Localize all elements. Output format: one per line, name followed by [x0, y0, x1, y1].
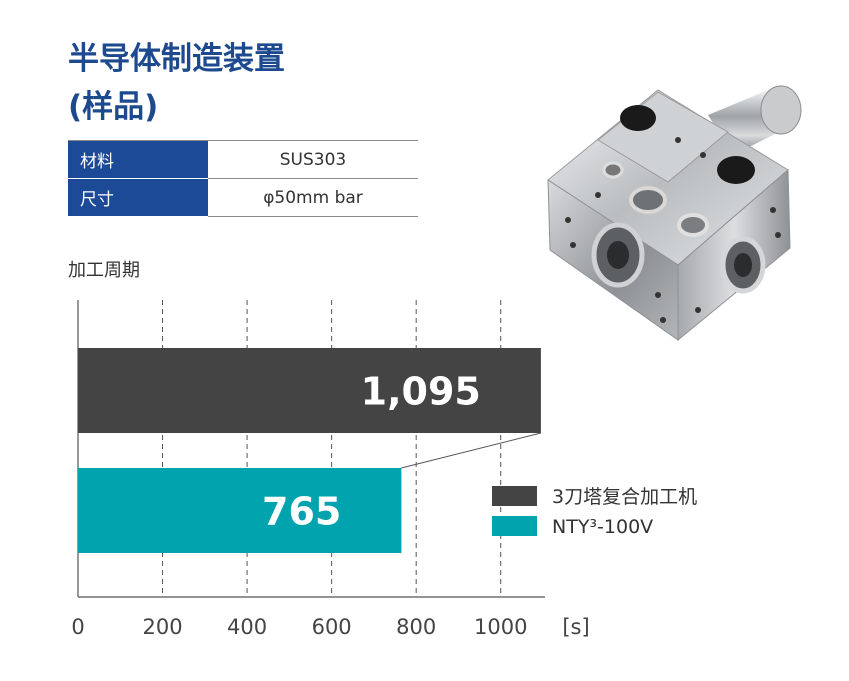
- spec-row-material: 材料 SUS303: [68, 140, 418, 179]
- legend-swatch: [492, 486, 537, 506]
- spec-size-value: φ50mm bar: [208, 178, 418, 217]
- legend-label: NTY³-100V: [552, 516, 653, 538]
- spec-material-label: 材料: [68, 140, 208, 179]
- spec-size-label: 尺寸: [68, 178, 208, 217]
- spec-material-value: SUS303: [208, 140, 418, 179]
- legend-label: 3刀塔复合加工机: [552, 486, 697, 508]
- x-tick-label: 600: [312, 615, 352, 639]
- bars: 1,095 765: [78, 348, 542, 553]
- page-title: 半导体制造装置: [68, 41, 285, 77]
- x-axis-unit: [s]: [562, 615, 589, 639]
- bar: [78, 468, 402, 553]
- bar-value-label: 765: [262, 490, 341, 534]
- legend: 3刀塔复合加工机 NTY³-100V: [492, 486, 697, 538]
- spec-row-size: 尺寸 φ50mm bar: [68, 178, 418, 217]
- machined-part-photo: [547, 85, 802, 342]
- comparison-connector: [401, 432, 542, 469]
- x-tick-label: 800: [396, 615, 436, 639]
- bar: [78, 348, 541, 433]
- spec-table: 材料 SUS303 尺寸 φ50mm bar: [68, 140, 418, 217]
- x-tick-labels: 0 200 400 600 800 1000: [71, 615, 527, 639]
- x-tick-label: 200: [142, 615, 182, 639]
- x-tick-label: 0: [71, 615, 84, 639]
- y-axis-label: 加工周期: [68, 260, 140, 281]
- bar-value-label: 1,095: [361, 370, 481, 414]
- page-subtitle: (样品): [68, 89, 159, 125]
- x-tick-label: 400: [227, 615, 267, 639]
- legend-swatch: [492, 516, 537, 536]
- x-tick-label: 1000: [474, 615, 527, 639]
